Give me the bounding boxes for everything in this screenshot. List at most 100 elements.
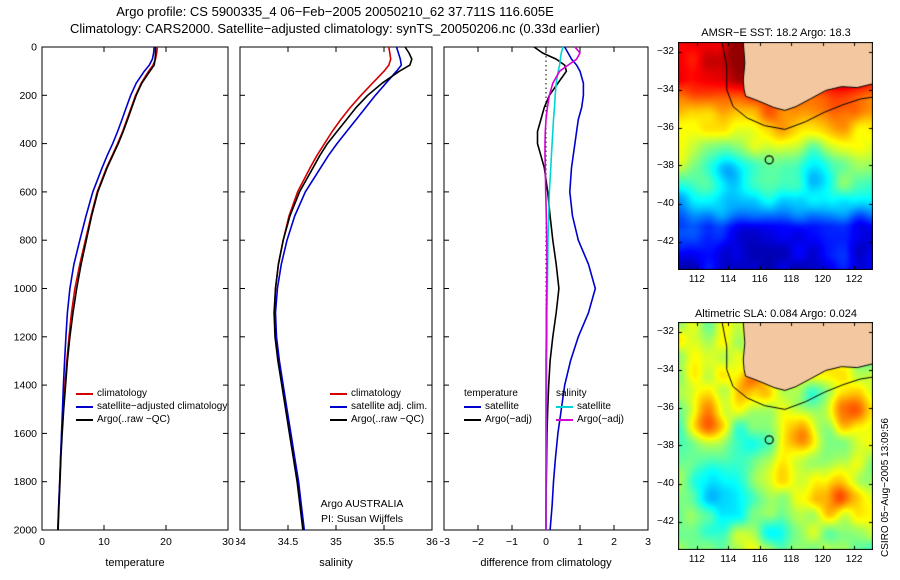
legend-label: climatology <box>351 388 402 399</box>
difference-profile-panel: −3 −2 −1 0 1 2 3 <box>440 46 651 548</box>
legend-header: temperature <box>464 388 518 399</box>
legend-row: climatology <box>330 387 427 400</box>
sla-map: 112 114 116 118 120 122 −32 −34 −36 −38 −40 −42 <box>657 322 873 565</box>
satellite-clim-line-sample <box>330 405 347 408</box>
lat-tick-label: −32 <box>657 45 674 57</box>
difference-axis-label: difference from climatology <box>480 557 612 569</box>
figure-title-line2: Climatology: CARS2000. Satellite−adjuste… <box>69 21 601 36</box>
x-tick-label: 20 <box>160 536 172 548</box>
lon-tick-label: 120 <box>814 554 832 565</box>
annotation-line1: Argo AUSTRALIA <box>320 498 404 510</box>
x-tick-label: −1 <box>506 536 518 548</box>
series-argo-raw-qc <box>57 47 157 531</box>
x-tick-label: 35 <box>330 536 342 548</box>
legend-row: satellite <box>464 400 532 413</box>
x-tick-label: 2 <box>611 536 617 548</box>
x-tick-label: 10 <box>98 536 110 548</box>
lat-tick-label: −38 <box>657 439 674 451</box>
legend-header: salinity <box>556 388 587 399</box>
lat-tick-label: −40 <box>657 197 674 209</box>
series-temperature-satellite <box>549 46 597 531</box>
lat-tick-label: −32 <box>657 325 674 337</box>
lon-tick-label: 112 <box>688 554 705 565</box>
series-satellite-adjusted-climatology <box>57 46 155 531</box>
x-tick-label: 35.5 <box>374 536 395 548</box>
legend-label: satellite−adjusted climatology <box>97 401 228 412</box>
credit-timestamp: CSIRO 05−Aug−2005 13:09:56 <box>880 418 891 557</box>
legend-label: climatology <box>97 388 148 399</box>
plot-box <box>239 46 433 531</box>
legend-label: Argo(−adj) <box>577 414 624 425</box>
y-tick-label: 1800 <box>14 476 38 488</box>
temperature-profile-panel: 0 10 20 30 0 200 400 600 800 1000 1200 1400 1600 1800… <box>14 42 234 549</box>
x-tick-label: 1 <box>577 536 583 548</box>
lon-tick-label: 118 <box>783 554 800 565</box>
sst-map-canvas <box>678 42 873 270</box>
lat-tick-label: −34 <box>657 83 674 95</box>
satellite-line-sample <box>464 405 481 408</box>
series-salinity-argo-adj <box>544 46 581 530</box>
lat-tick-label: −38 <box>657 159 674 171</box>
y-tick-label: 1400 <box>14 380 38 392</box>
temperature-axis-label: temperature <box>105 557 165 569</box>
satellite-line-sample <box>556 405 573 408</box>
salinity-legend: climatology satellite adj. clim. Argo(..… <box>330 387 427 426</box>
legend-label: Argo(−adj) <box>485 414 532 425</box>
sla-map-canvas <box>678 322 873 550</box>
x-tick-label: 36 <box>426 536 438 548</box>
lon-tick-label: 116 <box>751 274 768 285</box>
legend-row: Argo(..raw −QC) <box>330 413 427 426</box>
lat-tick-label: −42 <box>657 515 674 527</box>
y-tick-label: 800 <box>19 235 37 247</box>
argo-line-sample <box>76 418 93 421</box>
lat-tick-label: −42 <box>657 235 674 247</box>
x-tick-label: 30 <box>222 536 234 548</box>
lon-tick-label: 112 <box>688 274 705 285</box>
x-tick-label: 0 <box>543 536 549 548</box>
y-tick-label: 1600 <box>14 428 38 440</box>
salinity-axis-label: salinity <box>319 557 353 569</box>
x-tick-label: 3 <box>645 536 651 548</box>
argo-line-sample <box>556 418 573 421</box>
y-tick-label: 1200 <box>14 331 38 343</box>
lat-tick-label: −34 <box>657 363 674 375</box>
sst-map-title: AMSR−E SST: 18.2 Argo: 18.3 <box>701 27 851 39</box>
series-argo-raw-qc <box>273 46 413 531</box>
legend-row: climatology <box>76 387 227 400</box>
y-tick-label: 600 <box>19 186 37 198</box>
legend-row: Argo(−adj) <box>464 413 532 426</box>
annotation-line2: PI: Susan Wijffels <box>320 513 404 525</box>
climatology-line-sample <box>330 392 347 395</box>
figure-title-line1: Argo profile: CS 5900335_4 06−Feb−2005 2… <box>116 4 554 19</box>
x-tick-label: 34 <box>236 536 246 548</box>
lon-tick-label: 114 <box>720 554 737 565</box>
y-tick-label: 1000 <box>14 283 38 295</box>
lon-tick-label: 116 <box>751 554 768 565</box>
legend-label: satellite <box>485 401 519 412</box>
difference-salinity-legend: salinity satellite Argo(−adj) <box>556 387 624 426</box>
y-tick-label: 400 <box>19 138 37 150</box>
lon-tick-label: 118 <box>783 274 800 285</box>
lat-tick-label: −36 <box>657 401 674 413</box>
argo-line-sample <box>330 418 347 421</box>
difference-temperature-legend: temperature satellite Argo(−adj) <box>464 387 532 426</box>
legend-label: satellite <box>577 401 611 412</box>
y-tick-label: 0 <box>31 42 37 54</box>
x-tick-label: 0 <box>39 536 45 548</box>
lat-tick-label: −40 <box>657 477 674 489</box>
x-tick-label: −3 <box>440 536 450 548</box>
lon-tick-label: 122 <box>845 554 863 565</box>
legend-row: Argo(..raw −QC) <box>76 413 227 426</box>
lon-tick-label: 120 <box>814 274 832 285</box>
legend-label: Argo(..raw −QC) <box>97 414 171 425</box>
lon-tick-label: 114 <box>720 274 737 285</box>
y-tick-label: 2000 <box>14 525 38 537</box>
legend-label: satellite adj. clim. <box>351 401 428 412</box>
legend-row: satellite adj. clim. <box>330 400 427 413</box>
satellite-clim-line-sample <box>76 405 93 408</box>
sla-map-title: Altimetric SLA: 0.084 Argo: 0.024 <box>694 308 858 320</box>
climatology-line-sample <box>76 392 93 395</box>
salinity-profile-panel: 34 34.5 35 35.5 36 <box>236 46 438 548</box>
argo-line-sample <box>464 418 481 421</box>
